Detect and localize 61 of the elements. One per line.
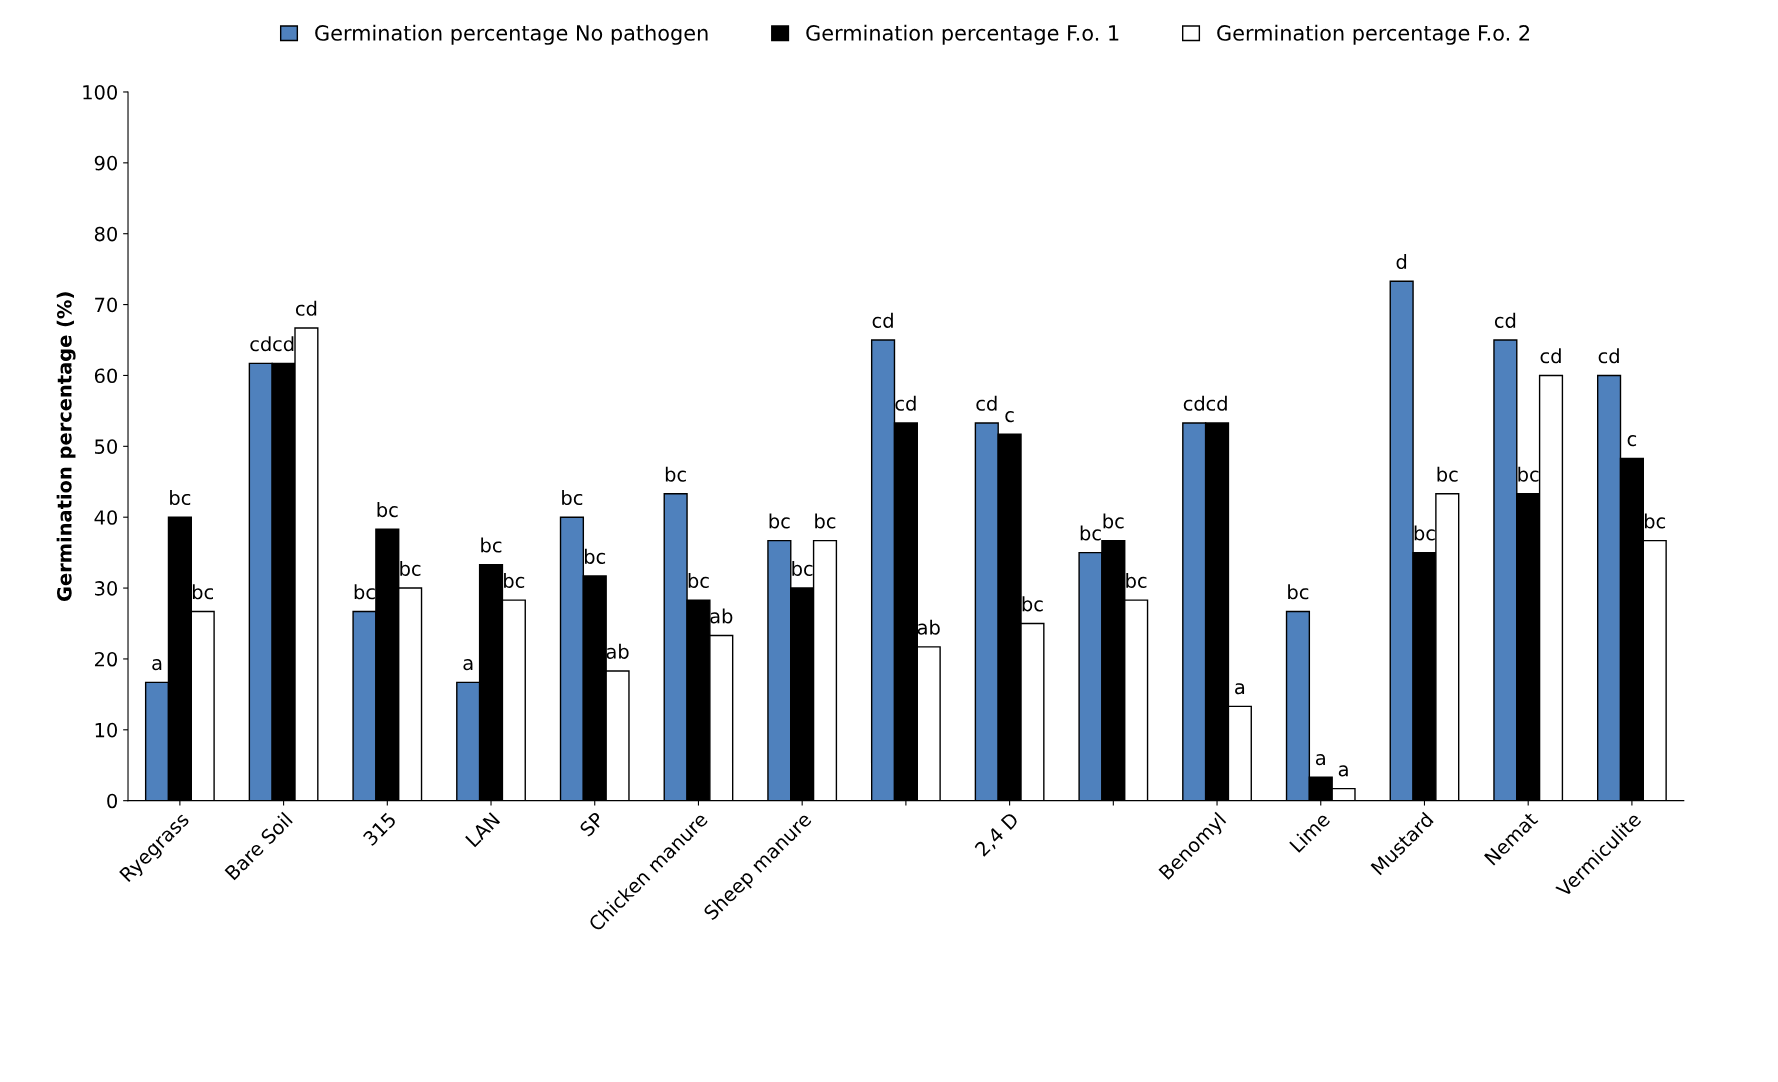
data-label: bc bbox=[1518, 466, 1539, 482]
data-label: cd bbox=[976, 395, 997, 411]
data-label: cd bbox=[250, 336, 271, 352]
y-tick-label: 20 bbox=[94, 651, 117, 667]
data-label: bc bbox=[400, 560, 421, 576]
data-label: bc bbox=[1126, 572, 1147, 589]
data-label: bc bbox=[665, 466, 686, 482]
data-label: a bbox=[1315, 754, 1325, 766]
data-label: cd bbox=[872, 312, 893, 328]
y-tick-label: 60 bbox=[94, 368, 117, 384]
data-label: a bbox=[463, 659, 473, 671]
data-label: cd bbox=[1183, 395, 1204, 411]
data-label: a bbox=[1235, 683, 1245, 695]
y-axis-title: Germination percentage (%) bbox=[56, 292, 76, 602]
data-label: bc bbox=[170, 490, 191, 506]
data-label: c bbox=[1005, 411, 1014, 423]
y-tick-label: 100 bbox=[83, 84, 117, 100]
data-label: bc bbox=[1288, 584, 1309, 600]
data-label: bc bbox=[1644, 513, 1666, 529]
data-label: cd bbox=[1598, 348, 1619, 364]
data-label: bc bbox=[1080, 525, 1101, 541]
data-label: a bbox=[152, 659, 162, 671]
data-label: d bbox=[1396, 254, 1407, 270]
y-tick-label: 70 bbox=[95, 297, 117, 313]
data-label: cd bbox=[1494, 312, 1516, 328]
legend-label: Germination percentage F.o. 2 bbox=[1217, 24, 1530, 45]
data-label: a bbox=[1338, 765, 1348, 777]
data-label: bc bbox=[1103, 513, 1124, 529]
data-label: bc bbox=[481, 537, 502, 553]
data-label: bc bbox=[792, 560, 813, 576]
data-label: cd bbox=[295, 300, 317, 316]
y-tick-label: 90 bbox=[94, 155, 117, 171]
data-label: bc bbox=[192, 584, 213, 600]
x-tick-label: SP bbox=[578, 811, 605, 838]
data-label: bc bbox=[562, 490, 583, 506]
y-tick-label: 50 bbox=[95, 439, 117, 454]
x-tick-label: 2,4 D bbox=[974, 811, 1021, 859]
data-label: bc bbox=[688, 572, 709, 589]
data-label: bc bbox=[769, 513, 790, 529]
x-tick-label: 315 bbox=[362, 811, 397, 847]
data-label: bc bbox=[354, 584, 375, 600]
data-label: cd bbox=[1540, 348, 1561, 364]
data-label: bc bbox=[815, 513, 836, 529]
data-label: bc bbox=[1022, 596, 1043, 612]
data-label: cd bbox=[273, 336, 294, 352]
data-label: bc bbox=[377, 502, 398, 518]
legend-label: Germination percentage No pathogen bbox=[315, 24, 708, 45]
y-tick-label: 30 bbox=[95, 581, 117, 596]
legend-label: Germination percentage F.o. 1 bbox=[806, 24, 1119, 45]
y-tick-label: 40 bbox=[94, 510, 117, 525]
data-label: ab bbox=[917, 619, 940, 635]
y-tick-label: 10 bbox=[95, 722, 117, 738]
data-label: bc bbox=[584, 548, 606, 564]
data-label: c bbox=[1627, 435, 1637, 447]
data-label: cd bbox=[1206, 395, 1227, 411]
data-label: bc bbox=[504, 572, 525, 589]
data-label: bc bbox=[1414, 525, 1435, 541]
y-tick-label: 80 bbox=[94, 226, 117, 242]
data-label: cd bbox=[895, 395, 916, 411]
y-tick-label: 0 bbox=[107, 793, 117, 809]
data-label: bc bbox=[1437, 466, 1458, 482]
